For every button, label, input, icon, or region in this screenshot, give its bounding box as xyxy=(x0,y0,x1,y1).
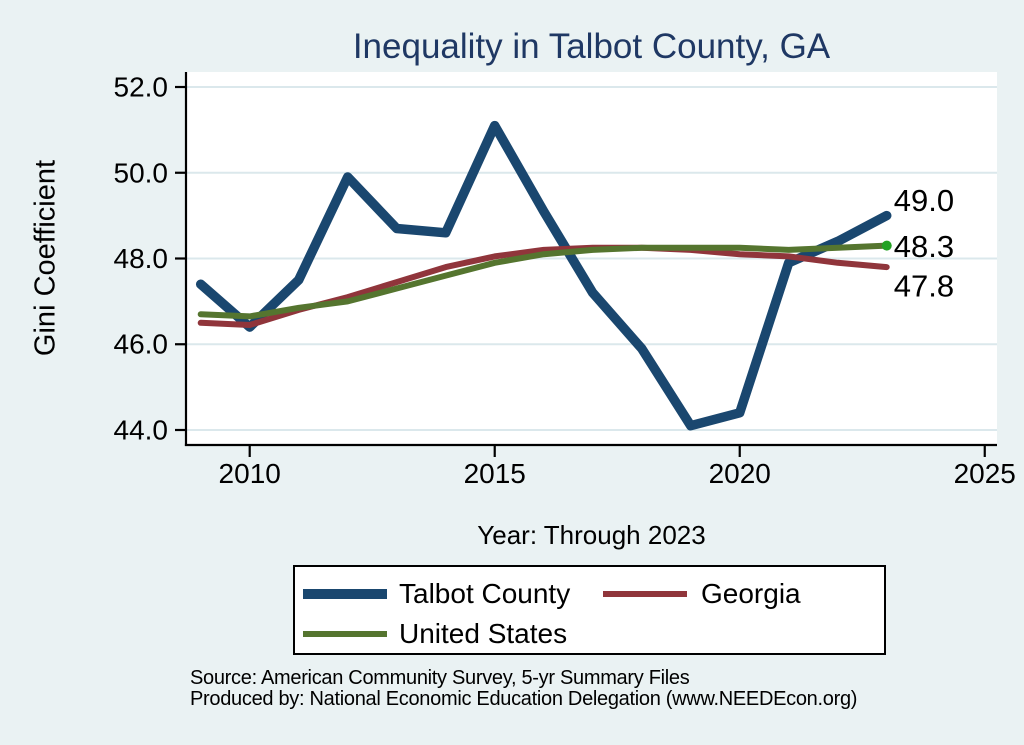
end-label: 49.0 xyxy=(894,183,954,218)
y-tick-label: 52.0 xyxy=(114,72,169,103)
y-tick-label: 50.0 xyxy=(114,157,169,188)
legend-label-georgia: Georgia xyxy=(701,578,801,609)
legend: Talbot County Georgia United States xyxy=(293,565,886,655)
x-axis-title: Year: Through 2023 xyxy=(477,520,706,550)
x-tick-label: 2015 xyxy=(464,458,526,489)
y-tick-label: 44.0 xyxy=(114,414,169,445)
footer-source: Source: American Community Survey, 5-yr … xyxy=(190,667,690,689)
series-line-talbot-county xyxy=(195,120,892,431)
footer-produced-by: Produced by: National Economic Education… xyxy=(190,688,858,710)
legend-swatch-talbot-county xyxy=(303,589,387,599)
y-tick-label: 46.0 xyxy=(114,329,169,360)
end-label: 48.3 xyxy=(894,229,954,264)
y-tick-label: 48.0 xyxy=(114,243,169,274)
legend-label-talbot-county: Talbot County xyxy=(399,578,571,609)
legend-label-united-states: United States xyxy=(399,618,568,649)
series-end-dot xyxy=(881,240,892,251)
x-tick-label: 2010 xyxy=(219,458,281,489)
x-tick-label: 2020 xyxy=(709,458,771,489)
chart-title: Inequality in Talbot County, GA xyxy=(352,27,831,66)
footer-notes: Source: American Community Survey, 5-yr … xyxy=(190,668,857,710)
x-tick-label: 2025 xyxy=(954,458,1016,489)
end-label: 47.8 xyxy=(894,269,954,304)
legend-swatch-georgia xyxy=(603,591,687,597)
legend-swatch-united-states xyxy=(303,631,387,637)
series-line-united-states xyxy=(197,242,890,320)
